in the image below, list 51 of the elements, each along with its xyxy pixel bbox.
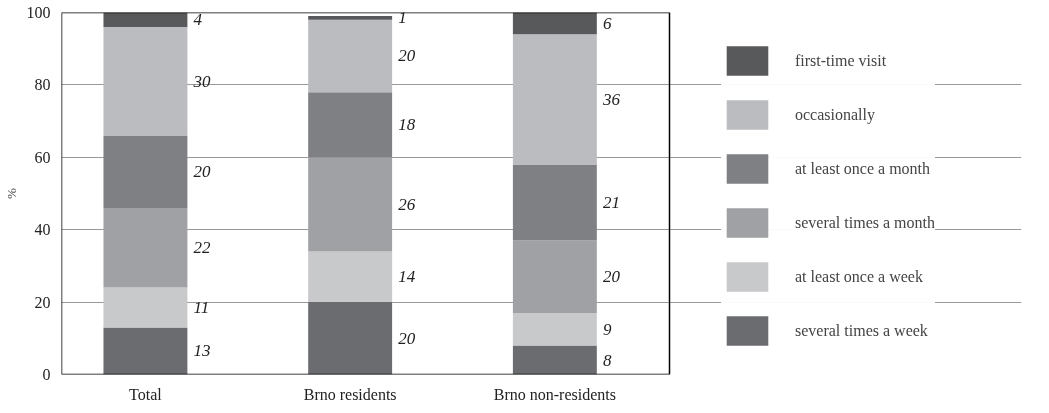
data-label: 18 [398, 115, 416, 135]
y-tick-label: 60 [34, 148, 51, 166]
data-label: 21 [602, 193, 620, 213]
bar [103, 287, 188, 328]
legend-label: several times a month [795, 213, 935, 232]
bar [308, 302, 393, 375]
data-label: 36 [601, 89, 621, 109]
bar [512, 12, 597, 35]
bar [308, 16, 393, 20]
legend-label: first-time visit [795, 51, 887, 70]
bar [308, 92, 393, 158]
bar [103, 327, 188, 375]
data-label: 14 [398, 267, 416, 287]
bar [512, 34, 597, 165]
bar [512, 345, 597, 375]
bar [512, 164, 597, 241]
legend-label: at least once a month [795, 159, 931, 178]
bar [308, 251, 393, 303]
y-tick-label: 40 [34, 221, 51, 239]
data-label: 26 [398, 194, 416, 214]
x-tick-label: Brno non-residents [493, 385, 616, 403]
y-tick-label: 20 [34, 293, 51, 311]
legend-label: several times a week [795, 321, 928, 340]
data-label: 1 [398, 8, 407, 28]
data-label: 6 [602, 13, 612, 33]
bar [308, 157, 393, 252]
y-tick-label: 100 [26, 4, 51, 21]
legend-label: occasionally [795, 105, 875, 124]
legend-label: at least once a week [795, 267, 923, 286]
data-label: 22 [193, 238, 212, 258]
data-label: 20 [398, 46, 416, 66]
x-tick-label: Brno residents [303, 385, 397, 403]
bar [512, 312, 597, 346]
data-label: 11 [193, 298, 210, 318]
y-tick-label: 80 [34, 76, 51, 94]
bar [103, 207, 188, 288]
y-tick-label: 0 [42, 366, 51, 383]
x-tick-label: Total [129, 385, 163, 403]
data-label: 20 [193, 162, 212, 182]
data-label: 30 [192, 71, 212, 91]
bar [103, 12, 188, 27]
data-label: 20 [398, 328, 416, 348]
data-label: 9 [602, 319, 612, 339]
bar [103, 135, 188, 208]
y-axis-title: % [3, 187, 19, 199]
bar [103, 26, 188, 136]
data-label: 4 [193, 10, 203, 30]
data-label: 8 [602, 350, 612, 370]
data-label: 20 [602, 267, 621, 287]
data-label: 13 [193, 341, 211, 361]
bar [308, 19, 393, 93]
